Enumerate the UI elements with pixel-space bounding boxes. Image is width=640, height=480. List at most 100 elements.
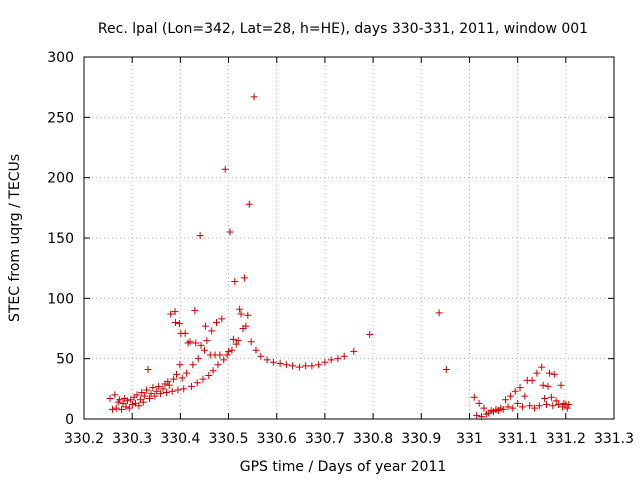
x-tick-label: 330.4	[160, 431, 200, 447]
data-point	[245, 200, 253, 208]
data-point	[327, 356, 335, 364]
data-point	[123, 397, 131, 405]
data-point	[164, 378, 172, 386]
data-point	[135, 402, 143, 410]
x-tick-label: 330.9	[401, 431, 441, 447]
data-point	[531, 404, 538, 412]
data-point	[125, 404, 133, 412]
data-point	[228, 346, 236, 354]
data-point	[146, 394, 154, 402]
data-point	[231, 277, 239, 285]
data-point	[334, 355, 342, 363]
data-point	[157, 390, 165, 398]
data-point	[550, 370, 558, 378]
y-tick-label: 100	[47, 291, 74, 307]
data-point	[165, 381, 173, 389]
data-point	[138, 388, 146, 396]
data-point	[112, 404, 120, 412]
data-point	[153, 387, 161, 395]
data-point	[366, 331, 374, 339]
data-point	[203, 337, 211, 345]
data-point	[119, 399, 127, 407]
data-point	[122, 403, 130, 411]
x-tick-label: 330.5	[208, 431, 248, 447]
data-point	[538, 363, 546, 371]
data-point	[475, 399, 483, 407]
data-point	[276, 359, 284, 367]
data-point	[533, 369, 541, 377]
grid-lines	[84, 57, 614, 419]
data-point	[295, 363, 303, 371]
data-point	[147, 390, 155, 398]
y-axis-label: STEC from uqrg / TECUs	[7, 154, 23, 322]
data-point	[521, 392, 529, 400]
y-tick-label: 50	[56, 352, 74, 368]
data-point	[139, 398, 147, 406]
data-point	[473, 411, 481, 419]
data-points	[106, 93, 573, 421]
data-point	[555, 401, 563, 409]
data-point	[108, 405, 116, 413]
data-point	[442, 366, 450, 374]
data-point	[282, 361, 290, 369]
x-axis-label: GPS time / Days of year 2011	[240, 459, 447, 475]
data-point	[175, 320, 183, 328]
data-point	[213, 318, 220, 326]
data-point	[208, 327, 216, 335]
data-point	[315, 361, 323, 369]
x-tick-label: 331.1	[498, 431, 538, 447]
x-tick-label: 331.2	[546, 431, 586, 447]
data-point	[196, 232, 204, 240]
data-point	[236, 305, 244, 313]
data-point	[541, 394, 549, 402]
data-point	[129, 401, 137, 409]
data-point	[226, 228, 234, 236]
data-point	[216, 351, 224, 359]
data-point	[225, 347, 233, 355]
data-point	[247, 338, 255, 346]
data-point	[133, 391, 141, 399]
data-point	[141, 392, 149, 400]
data-point	[509, 404, 517, 412]
data-point	[111, 391, 119, 399]
data-point	[504, 403, 512, 411]
data-point	[499, 405, 507, 413]
data-point	[350, 347, 358, 355]
data-point	[234, 337, 242, 345]
data-point	[502, 396, 510, 404]
data-point	[155, 382, 163, 390]
x-tick-label: 330.6	[257, 431, 297, 447]
data-point	[321, 358, 329, 366]
data-point	[106, 394, 114, 402]
data-point	[181, 329, 189, 337]
data-point	[232, 340, 240, 348]
data-point	[544, 382, 552, 390]
data-point	[516, 384, 524, 392]
data-point	[252, 346, 260, 354]
data-point	[535, 402, 543, 410]
x-tick-label: 331.3	[594, 431, 634, 447]
data-point	[552, 397, 560, 405]
data-point	[480, 404, 488, 412]
data-point	[193, 379, 201, 387]
data-point	[563, 404, 571, 412]
data-point	[116, 396, 124, 404]
x-tick-label: 330.2	[64, 431, 104, 447]
data-point	[180, 385, 188, 393]
data-point	[514, 399, 522, 407]
data-point	[340, 352, 348, 360]
data-point	[218, 315, 226, 323]
data-point	[223, 351, 231, 359]
data-point	[302, 362, 310, 370]
data-point	[171, 308, 179, 316]
data-point	[191, 306, 199, 314]
data-point	[143, 386, 151, 394]
data-point	[200, 346, 208, 354]
data-point	[221, 165, 229, 173]
data-point	[167, 310, 175, 318]
data-point	[168, 387, 176, 395]
data-point	[201, 322, 209, 330]
data-point	[518, 403, 526, 411]
data-point	[170, 375, 178, 383]
